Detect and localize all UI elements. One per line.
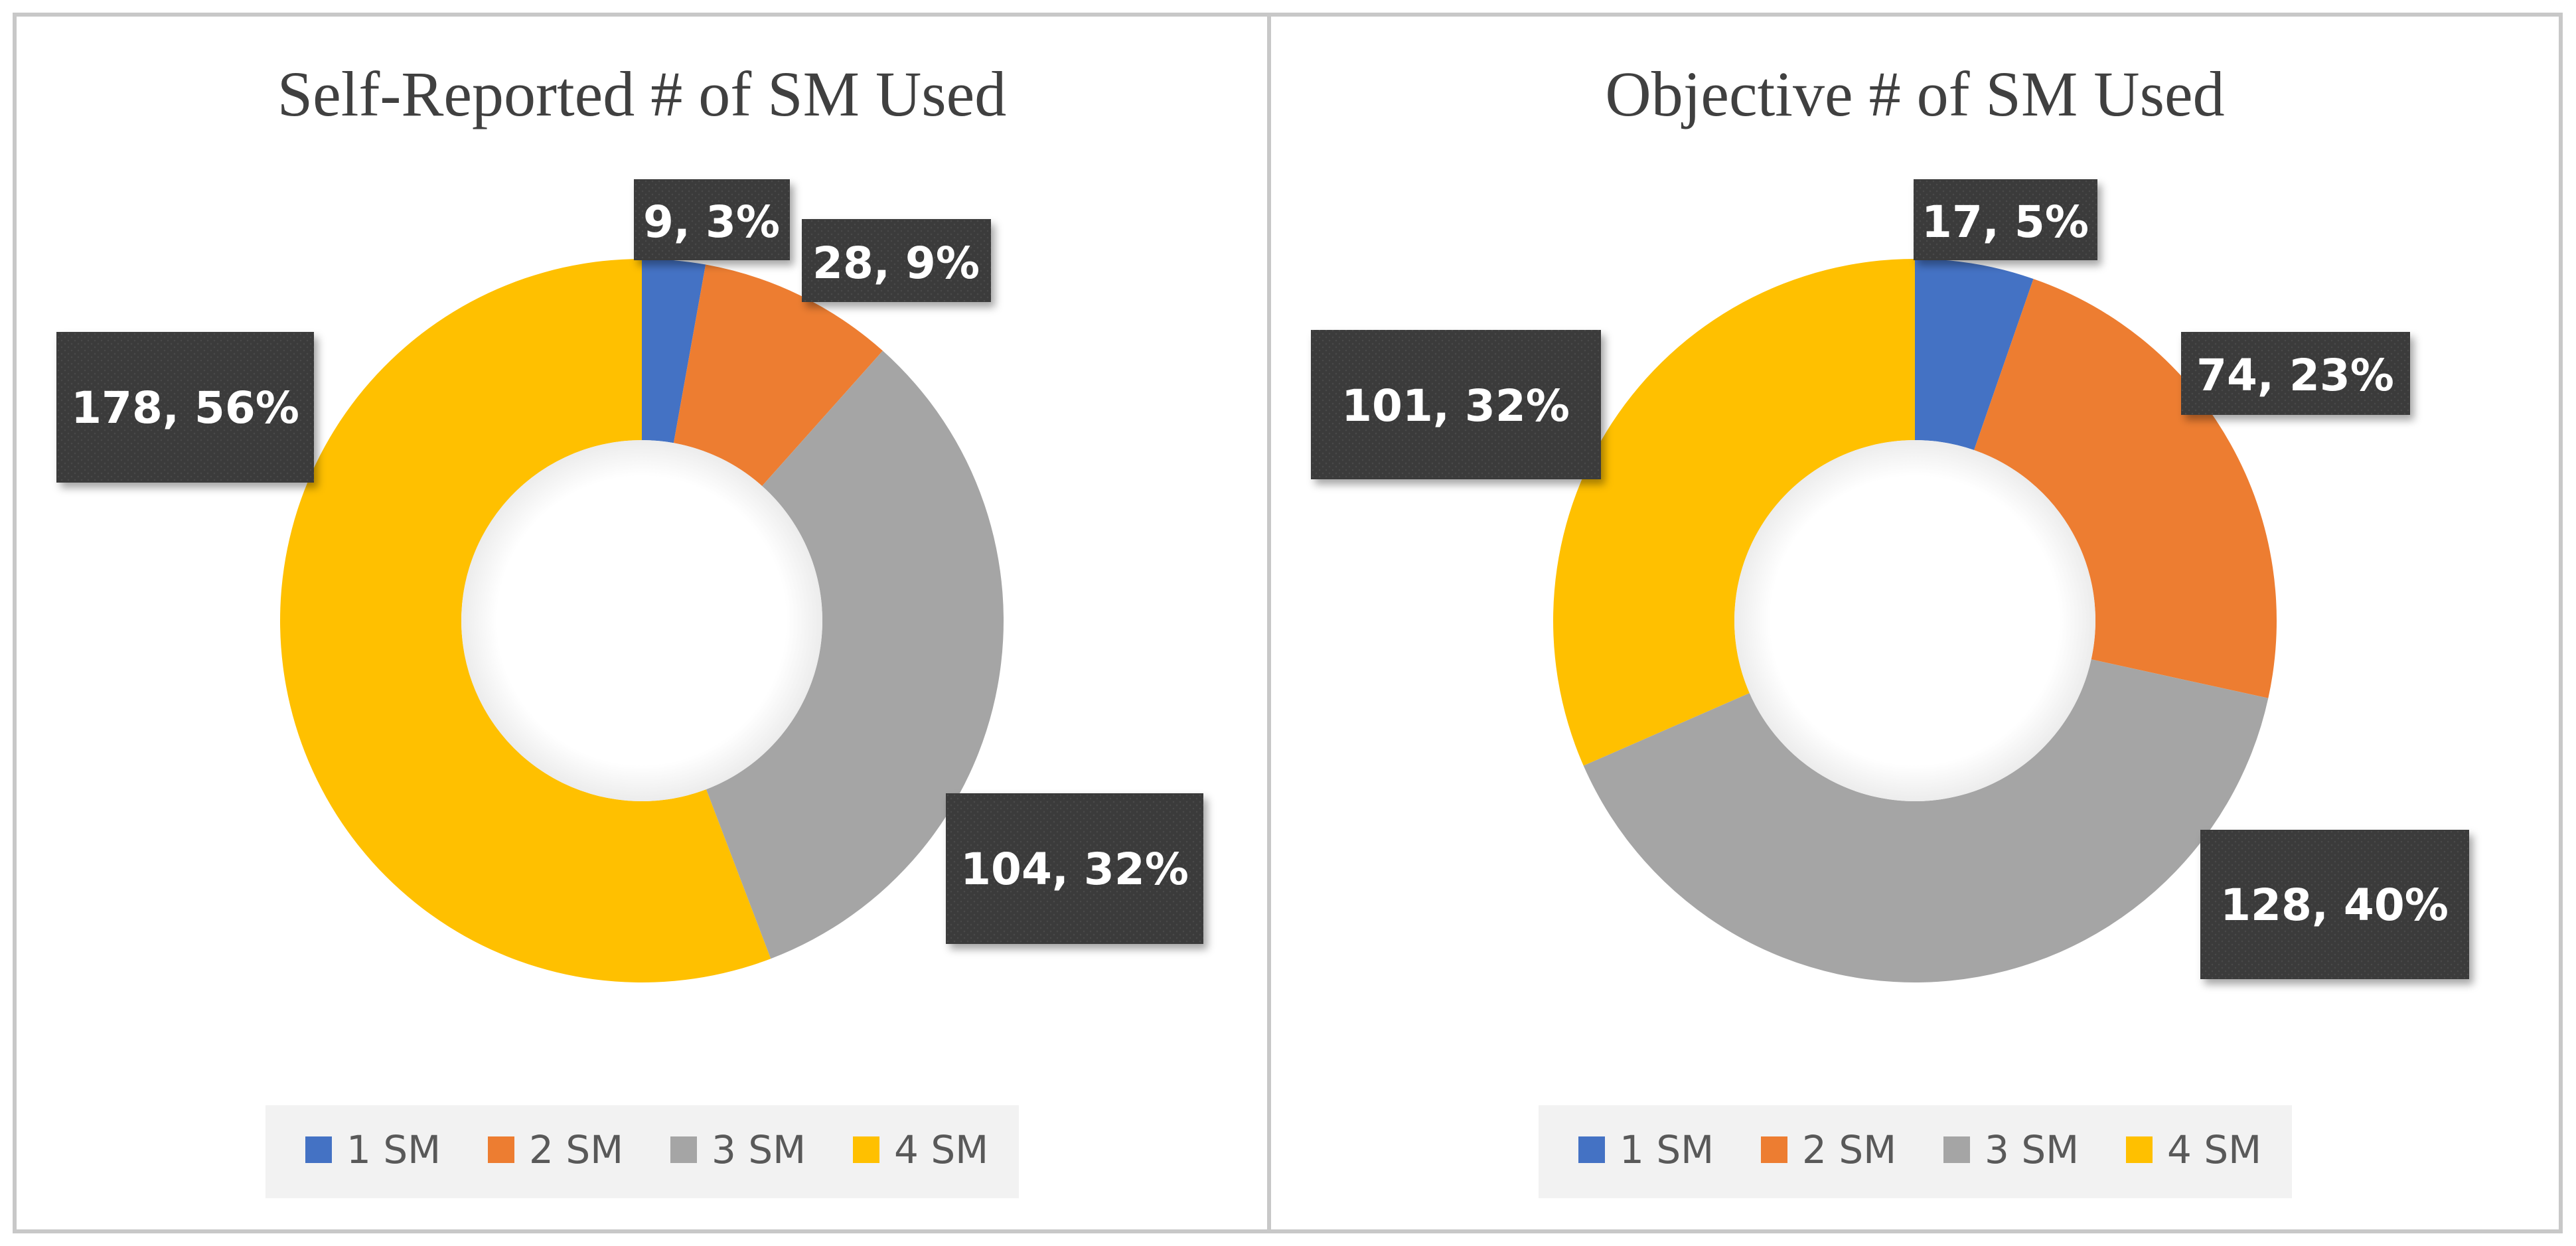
legend-label: 2 SM [1802,1127,1896,1172]
data-label-text: 101, 32% [1341,380,1570,431]
data-label-text: 74, 23% [2196,350,2394,401]
legend-item-3-sm: 3 SM [670,1127,806,1172]
slice-2-sm [673,264,883,487]
doughnut-slices [1553,259,2277,982]
legend-swatch [305,1136,332,1163]
legend-background [1539,1105,2292,1198]
chart-title: Objective # of SM Used [1605,58,2224,129]
data-label-box [1311,330,1601,479]
data-label-4-sm: 101, 32% [1311,330,1601,479]
legend-label: 3 SM [1985,1127,2079,1172]
chart-objective: Objective # of SM Used 17, 5% 74, 23% 12… [1311,58,2469,1198]
data-label-text: 104, 32% [960,844,1189,895]
doughnut-hole [1734,440,2095,801]
chart-self-reported: Self-Reported # of SM Used 9, 3% 28, 9% … [56,58,1203,1198]
data-labels: 17, 5% 74, 23% 128, 40% 101, 32% [1311,179,2469,979]
data-label-box [946,793,1203,944]
legend-item-1-sm: 1 SM [305,1127,441,1172]
legend-swatch [488,1136,514,1163]
data-label-text: 128, 40% [2220,880,2449,931]
data-label-3-sm: 128, 40% [2200,830,2469,979]
slice-2-sm [1974,279,2277,698]
data-label-box [1914,179,2097,260]
legend-item-3-sm: 3 SM [1943,1127,2079,1172]
slice-4-sm [279,259,771,983]
legend-swatch [853,1136,879,1163]
legend-label: 3 SM [712,1127,806,1172]
data-label-box [634,179,790,260]
legend-item-1-sm: 1 SM [1578,1127,1714,1172]
data-label-box [2200,830,2469,979]
slice-3-sm [1583,659,2269,982]
slice-3-sm [706,350,1004,959]
legend-swatch [1761,1136,1787,1163]
legend: 1 SM 2 SM 3 SM 4 SM [265,1105,1019,1198]
data-label-box [802,219,991,302]
legend-label: 2 SM [529,1127,623,1172]
data-label-2-sm: 28, 9% [802,219,991,302]
legend-label: 4 SM [894,1127,988,1172]
chart-title: Self-Reported # of SM Used [277,58,1007,129]
data-label-box [2181,332,2410,415]
data-label-2-sm: 74, 23% [2181,332,2410,415]
legend-label: 1 SM [346,1127,441,1172]
data-labels: 9, 3% 28, 9% 104, 32% 178, 56% [56,179,1203,944]
legend-item-2-sm: 2 SM [1761,1127,1896,1172]
data-label-4-sm: 178, 56% [56,332,314,483]
legend-background [265,1105,1019,1198]
data-label-text: 178, 56% [71,382,299,433]
data-label-text: 17, 5% [1922,196,2089,248]
doughnut-hole [461,440,822,801]
data-label-1-sm: 17, 5% [1914,179,2097,260]
data-label-box [56,332,314,483]
legend-item-2-sm: 2 SM [488,1127,623,1172]
slice-1-sm [642,259,706,443]
legend-swatch [670,1136,697,1163]
legend-item-4-sm: 4 SM [853,1127,988,1172]
legend-label: 4 SM [2167,1127,2261,1172]
data-label-3-sm: 104, 32% [946,793,1203,944]
slice-1-sm [1915,259,2034,451]
legend-item-4-sm: 4 SM [2126,1127,2261,1172]
data-label-1-sm: 9, 3% [634,179,790,260]
slice-4-sm [1553,259,1915,766]
data-label-text: 9, 3% [643,196,780,248]
legend-label: 1 SM [1620,1127,1714,1172]
data-label-text: 28, 9% [812,238,980,289]
legend-swatch [1578,1136,1605,1163]
legend-swatch [2126,1136,2153,1163]
legend-swatch [1943,1136,1970,1163]
legend: 1 SM 2 SM 3 SM 4 SM [1539,1105,2292,1198]
doughnut-slices [279,259,1004,983]
